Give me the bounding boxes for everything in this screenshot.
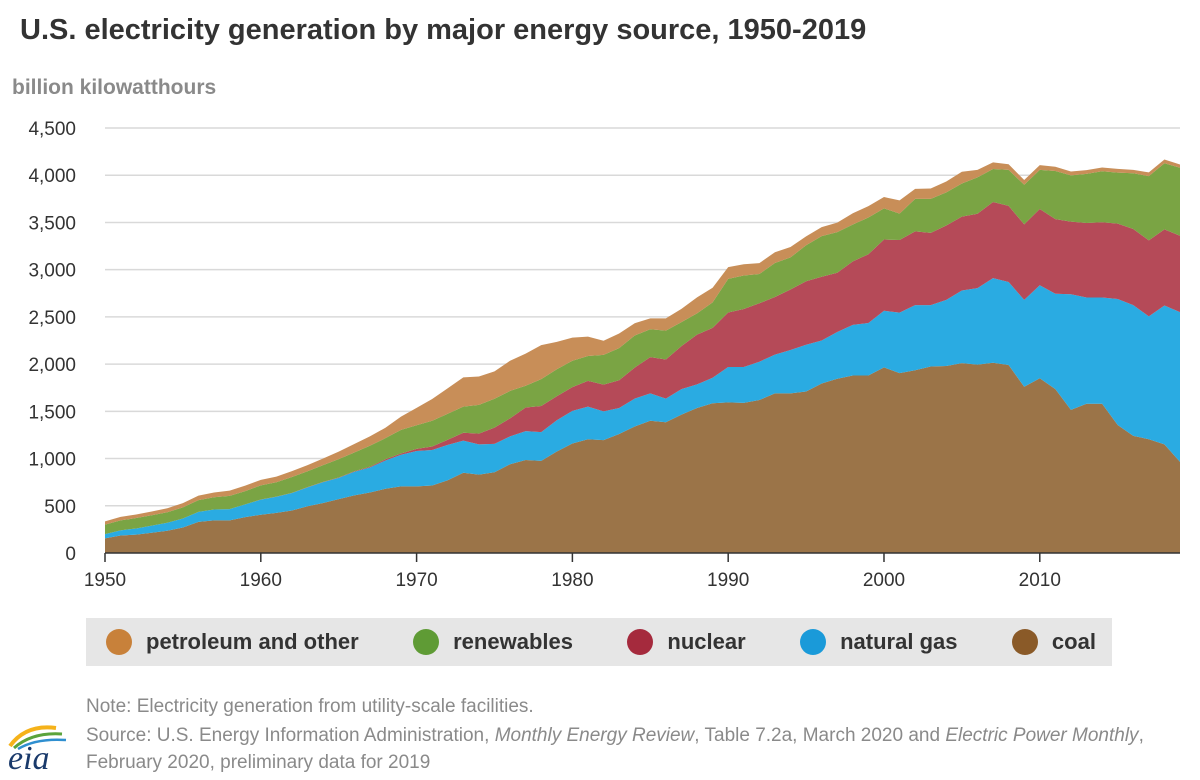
eia-logo-text: eia <box>8 740 50 777</box>
eia-logo-icon: eia <box>6 720 72 777</box>
y-tick-label: 2,500 <box>28 308 76 329</box>
stacked-areas <box>105 159 1180 553</box>
legend-label-coal: coal <box>1051 629 1096 654</box>
legend-swatch-nuclear <box>627 629 654 655</box>
y-tick-label: 4,500 <box>28 119 76 140</box>
x-tick-label: 1960 <box>240 570 282 591</box>
legend-item-natural-gas: natural gas <box>800 629 957 655</box>
area-natural-gas <box>105 278 1180 539</box>
source-suffix: , February 2020, preliminary data for 20… <box>86 725 1144 773</box>
y-tick-label: 500 <box>44 497 76 518</box>
legend: petroleum and other renewables nuclear n… <box>86 618 1112 666</box>
area-renewables <box>105 163 1180 535</box>
x-tick-label: 1950 <box>84 570 126 591</box>
footer-note: Note: Electricity generation from utilit… <box>86 696 534 717</box>
area-coal <box>105 362 1180 553</box>
legend-swatch-coal <box>1011 629 1038 655</box>
source-mid: , Table 7.2a, March 2020 and <box>694 725 946 746</box>
legend-item-petroleum: petroleum and other <box>106 629 359 655</box>
chart-title: U.S. electricity generation by major ene… <box>20 14 867 46</box>
x-tick-label: 1970 <box>395 570 437 591</box>
source-mer: Monthly Energy Review <box>494 725 695 746</box>
legend-label-natural-gas: natural gas <box>840 629 958 654</box>
y-tick-label: 1,000 <box>28 450 76 471</box>
area-nuclear <box>105 202 1180 535</box>
y-tick-label: 2,000 <box>28 355 76 376</box>
y-tick-label: 4,000 <box>28 166 76 187</box>
eia-logo-swoosh-icon <box>8 725 67 751</box>
y-tick-label: 1,500 <box>28 402 76 423</box>
x-tick-label: 1990 <box>707 570 749 591</box>
y-tick-label: 0 <box>65 544 76 565</box>
source-prefix: Source: U.S. Energy Information Administ… <box>86 725 495 746</box>
axes: 0 500 1,000 1,500 2,000 2,500 3,000 3,500 4,000 4… <box>28 119 1180 591</box>
area-chart: 0 500 1,000 1,500 2,000 2,500 3,000 3,500 4,000 4… <box>28 119 1180 591</box>
footer-source: Source: U.S. Energy Information Administ… <box>86 722 1166 776</box>
y-tick-label: 3,500 <box>28 213 76 234</box>
source-epm: Electric Power Monthly <box>945 725 1139 746</box>
x-tick-label: 2010 <box>1019 570 1061 591</box>
y-tick-label: 3,000 <box>28 261 76 282</box>
legend-label-petroleum: petroleum and other <box>146 629 359 654</box>
legend-swatch-natural-gas <box>800 629 827 655</box>
legend-item-nuclear: nuclear <box>627 629 746 655</box>
legend-item-renewables: renewables <box>413 629 573 655</box>
legend-swatch-renewables <box>413 629 440 655</box>
x-tick-label: 2000 <box>863 570 905 591</box>
legend-label-renewables: renewables <box>453 629 573 654</box>
legend-swatch-petroleum <box>106 629 132 655</box>
x-tick-label: 1980 <box>551 570 593 591</box>
legend-label-nuclear: nuclear <box>667 629 746 654</box>
legend-item-coal: coal <box>1011 629 1096 655</box>
y-axis-unit-label: billion kilowatthours <box>12 76 217 99</box>
